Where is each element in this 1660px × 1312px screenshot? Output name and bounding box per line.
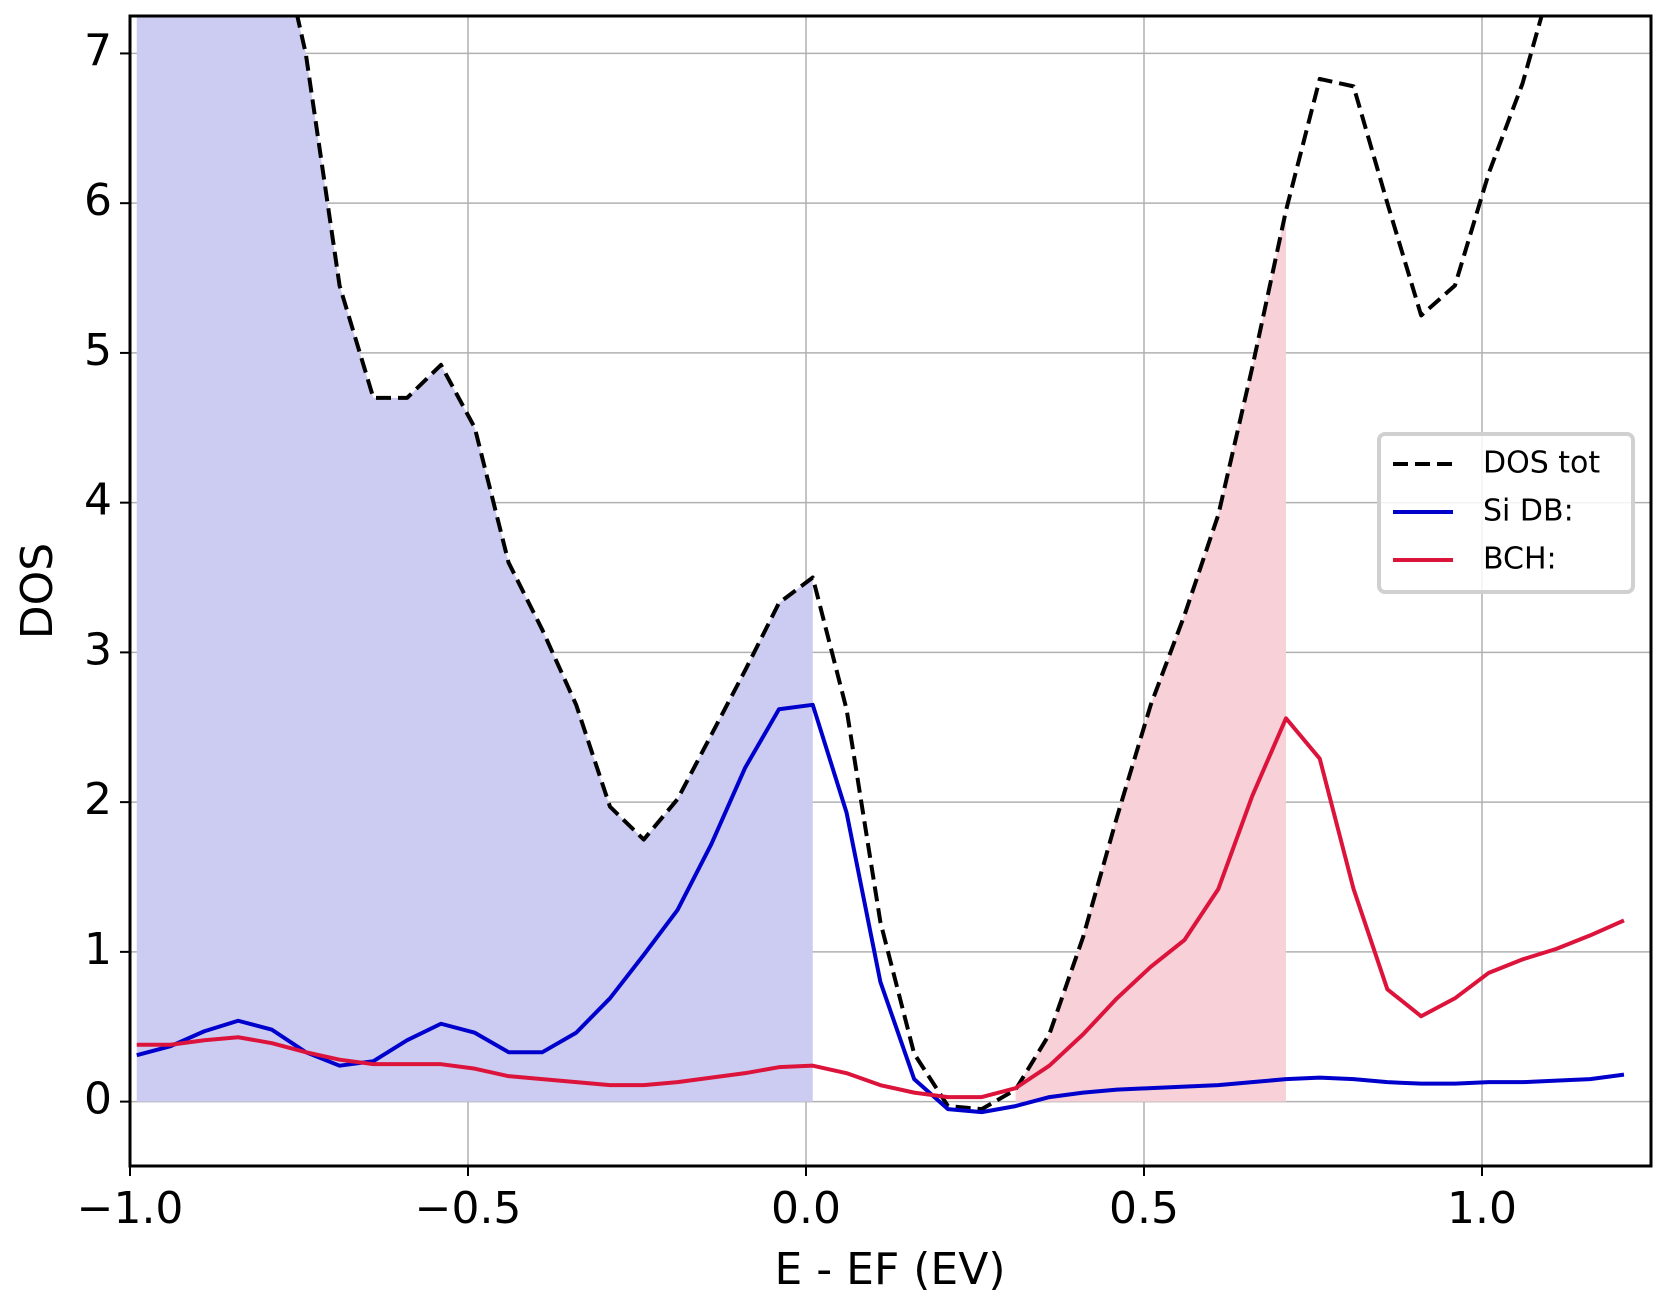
x-axis-label: E - EF (EV) [775, 1244, 1006, 1295]
x-tick-label: 0.0 [771, 1183, 841, 1234]
plot-area [136, 16, 1625, 1115]
y-tick-label: 4 [84, 475, 112, 526]
fill-area [1015, 210, 1286, 1102]
x-tick-label: 1.0 [1447, 1183, 1517, 1234]
x-tick-label: −0.5 [415, 1183, 522, 1234]
legend-label: DOS tot [1483, 446, 1600, 481]
y-tick-label: 3 [84, 624, 112, 675]
legend-label: BCH: [1483, 542, 1557, 577]
fill-area [136, 16, 813, 1102]
y-tick-label: 7 [84, 25, 112, 76]
axes-frame [128, 14, 1653, 1168]
y-tick-label: 2 [84, 774, 112, 825]
y-axis-label: DOS [12, 543, 63, 639]
line [295, 16, 1544, 1112]
line [136, 716, 1625, 1100]
legend-label: Si DB: [1483, 494, 1574, 529]
ticks: −1.0 −0.5 0.0 0.5 1.0 0 1 2 3 4 5 6 7 [77, 25, 1517, 1234]
legend-box [1377, 432, 1635, 594]
legend: DOS tot Si DB: BCH: [1377, 432, 1635, 594]
y-tick-label: 0 [84, 1074, 112, 1125]
x-tick-label: 0.5 [1109, 1183, 1179, 1234]
y-tick-label: 6 [84, 175, 112, 226]
x-tick-label: −1.0 [77, 1183, 184, 1234]
y-tick-label: 1 [84, 924, 112, 975]
line [136, 702, 1625, 1115]
y-tick-label: 5 [84, 325, 112, 376]
